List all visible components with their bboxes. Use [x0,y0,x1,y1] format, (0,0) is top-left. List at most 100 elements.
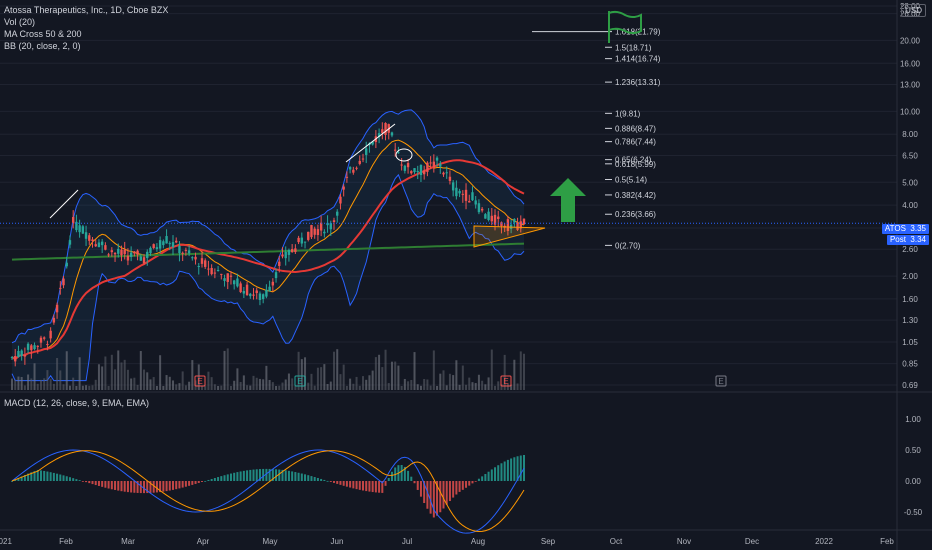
volume-bar [281,382,284,390]
highlight-circle [395,148,413,162]
candle-body [410,171,413,174]
earnings-label: E [197,377,202,386]
price-tick-label: 6.50 [902,151,918,160]
volume-bar [403,378,406,390]
candle-body [397,152,400,154]
price-tick-label: 1.05 [902,338,918,347]
macd-hist-bar [33,471,36,481]
volume-bar [14,379,17,390]
candle-body [33,345,36,350]
candle-body [355,167,358,169]
macd-hist-bar [39,470,42,481]
volume-bar [310,373,313,390]
candle-body [39,337,43,343]
candle-body [229,275,233,277]
macd-hist-bar [455,481,458,495]
macd-hist-bar [146,481,149,494]
macd-hist-bar [107,481,110,489]
volume-bar [246,385,249,390]
volume-bar [85,385,88,390]
macd-hist-bar [239,471,242,481]
volume-bar [523,353,525,390]
indicator-ma-cross-label[interactable]: MA Cross 50 & 200 [4,29,82,39]
macd-hist-bar [426,481,429,509]
post-price-tag: Post 3.34 [886,235,929,245]
macd-hist-bar [165,481,168,492]
candle-body [316,229,320,236]
macd-hist-bar [477,478,480,481]
time-tick-label: Oct [610,537,623,546]
macd-hist-bar [429,481,432,514]
candle-body [429,162,432,164]
volume-bar [358,385,361,390]
candle-body [522,218,526,225]
candle-body [500,222,503,227]
currency-badge[interactable]: USD [901,4,926,17]
candle-body [455,187,458,197]
indicator-volume-label[interactable]: Vol (20) [4,17,36,27]
candle-body [59,287,62,289]
macd-hist-bar [349,481,352,488]
macd-hist-bar [384,481,387,486]
macd-hist-bar [242,470,245,481]
candle-body [448,176,452,181]
macd-hist-bar [419,481,422,497]
volume-bar [448,373,451,390]
candle-body [123,249,126,255]
candle-body [371,141,374,145]
macd-hist-bar [523,454,525,481]
volume-bars [11,348,525,390]
volume-bar [91,385,94,390]
macd-hist-bar [448,481,451,502]
candle-body [14,356,17,362]
volume-bar [506,383,509,390]
macd-hist-bar [181,481,184,488]
time-tick-label: Jun [331,537,344,546]
volume-bar [381,367,384,390]
indicator-bb-label[interactable]: BB (20, close, 2, 0) [4,41,81,51]
volume-bar [207,371,210,390]
macd-hist-bar [152,481,155,493]
indicator-macd-label[interactable]: MACD (12, 26, close, 9, EMA, EMA) [4,398,150,408]
macd-hist-bar [468,481,471,486]
macd-hist-bar [400,464,403,481]
volume-bar [223,350,226,390]
macd-hist-bar [258,469,261,481]
candle-body [477,203,481,213]
fib-level-label: 0.618(5.99) [615,160,656,169]
candle-body [377,133,381,137]
candle-body [345,176,349,178]
volume-bar [307,382,310,390]
volume-bar [416,384,419,390]
volume-bar [426,379,429,390]
volume-bar [101,366,104,390]
candle-body [152,244,155,249]
volume-bar [510,384,513,390]
volume-bar [355,376,358,390]
macd-hist-bar [104,481,107,488]
volume-bar [146,372,149,390]
candle-body [220,273,223,275]
macd-hist-bar [30,472,33,481]
volume-bar [297,351,300,390]
volume-bar [39,379,42,390]
volume-bar [455,360,458,390]
volume-bar [120,362,123,390]
candle-body [245,284,249,296]
macd-hist-bar [410,476,413,481]
candle-body [78,225,81,233]
candle-body [461,193,465,195]
triangle-pattern [473,225,546,248]
volume-bar [217,386,220,390]
macd-hist-bar [23,475,26,481]
candle-body [432,161,436,168]
candle-body [281,254,284,257]
candle-body [175,240,178,243]
macd-hist-bar [326,480,329,482]
volume-bar [255,377,258,390]
candle-body [332,220,336,223]
time-tick-label: Apr [197,537,210,546]
macd-hist-bar [11,481,13,482]
candle-body [43,337,46,339]
